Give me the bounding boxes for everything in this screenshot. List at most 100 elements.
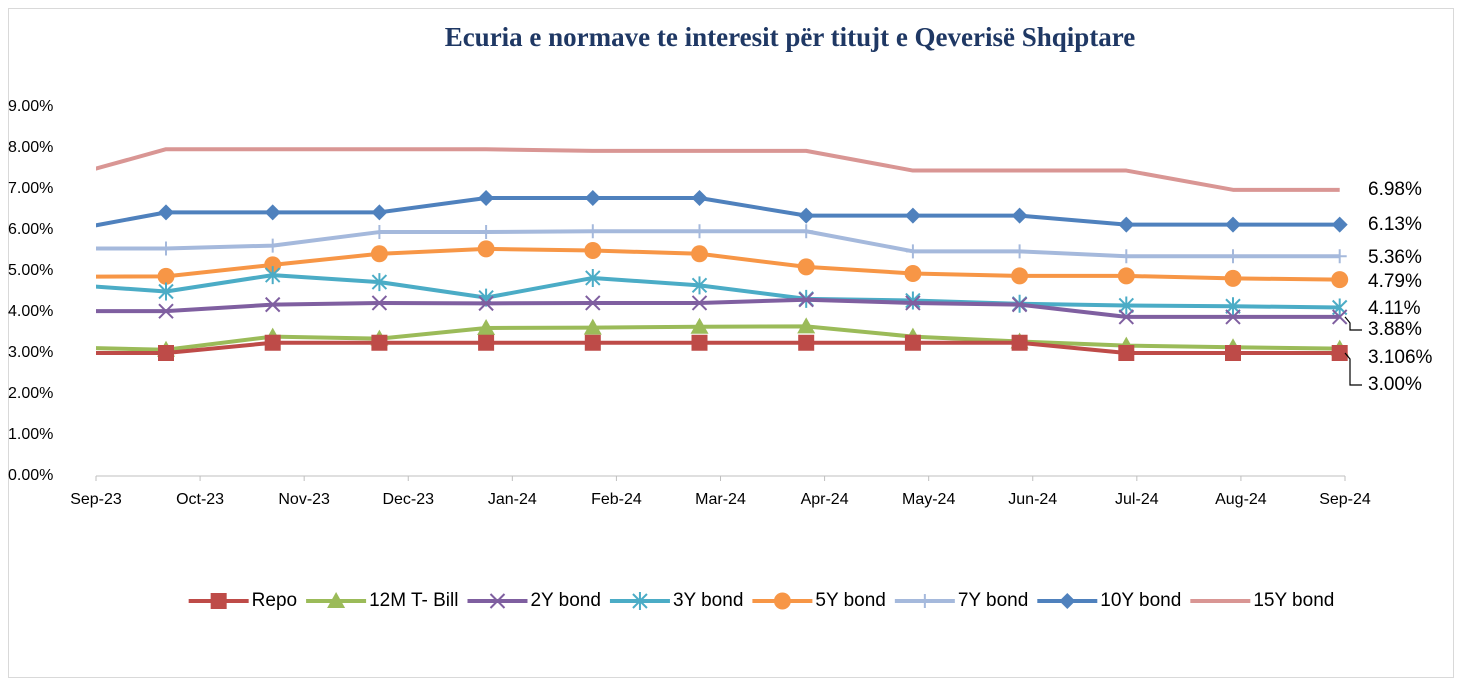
point-marker xyxy=(370,245,388,263)
x-tick-label: Feb-24 xyxy=(591,491,642,508)
point-marker xyxy=(905,291,921,310)
x-tick-label: Apr-24 xyxy=(801,491,849,508)
legend-marker xyxy=(917,594,932,608)
point-marker xyxy=(1332,249,1347,264)
point-marker xyxy=(478,190,495,207)
point-marker xyxy=(1331,271,1349,289)
point-marker xyxy=(798,334,815,351)
point-marker xyxy=(585,224,600,239)
x-tick-label: Sep-24 xyxy=(1319,491,1371,508)
x-tick-label: Dec-23 xyxy=(382,491,434,508)
legend-marker xyxy=(489,593,506,609)
data-label: 3.00% xyxy=(1368,374,1422,395)
point-marker xyxy=(1225,216,1241,233)
data-label: 4.79% xyxy=(1368,271,1422,292)
point-marker xyxy=(157,267,175,285)
point-marker xyxy=(1011,267,1029,285)
point-marker xyxy=(265,238,280,253)
point-marker xyxy=(371,334,388,351)
leader-line xyxy=(1344,352,1362,386)
y-tick-label: 8.00% xyxy=(8,139,53,156)
legend-label: 3Y bond xyxy=(673,590,743,611)
point-marker xyxy=(1331,216,1348,233)
point-marker xyxy=(1011,334,1028,351)
x-tick-label: Mar-24 xyxy=(695,491,746,508)
leader-line xyxy=(1344,316,1362,331)
point-marker xyxy=(905,295,921,311)
point-marker xyxy=(1119,249,1134,264)
point-marker xyxy=(1011,296,1028,313)
point-marker xyxy=(904,207,921,224)
point-marker xyxy=(371,204,388,221)
point-marker xyxy=(478,334,495,351)
point-marker xyxy=(691,276,708,295)
point-marker xyxy=(1225,309,1241,325)
point-marker xyxy=(585,295,601,311)
x-tick-label: Nov-23 xyxy=(278,491,330,508)
point-marker xyxy=(691,245,708,263)
point-marker xyxy=(583,318,602,335)
point-marker xyxy=(264,296,281,313)
legend-marker xyxy=(210,593,227,609)
data-label: 3.106% xyxy=(1368,347,1433,368)
legend-label: 12M T- Bill xyxy=(369,590,458,611)
y-tick-label: 1.00% xyxy=(8,426,53,443)
point-marker xyxy=(584,190,601,207)
data-label: 3.88% xyxy=(1368,319,1422,340)
point-marker xyxy=(158,345,174,361)
y-tick-label: 5.00% xyxy=(8,262,53,279)
legend-label: 5Y bond xyxy=(815,590,885,611)
point-marker xyxy=(904,264,922,282)
point-marker xyxy=(1331,309,1348,325)
point-marker xyxy=(478,295,494,312)
point-marker xyxy=(371,295,388,311)
data-label: 6.13% xyxy=(1368,214,1422,235)
y-tick-label: 3.00% xyxy=(8,344,53,361)
point-marker xyxy=(691,190,708,207)
data-label: 5.36% xyxy=(1368,247,1422,268)
legend-marker xyxy=(773,592,791,610)
point-marker xyxy=(1225,345,1241,361)
x-tick-label: Jun-24 xyxy=(1008,491,1057,508)
point-marker xyxy=(264,256,282,274)
x-tick-label: Oct-23 xyxy=(176,491,224,508)
x-tick-label: May-24 xyxy=(902,491,955,508)
point-marker xyxy=(584,242,602,259)
point-marker xyxy=(479,225,494,240)
point-marker xyxy=(264,204,281,221)
data-label: 6.98% xyxy=(1368,179,1422,200)
y-tick-label: 2.00% xyxy=(8,385,53,402)
point-marker xyxy=(797,258,815,276)
point-marker xyxy=(691,334,708,351)
point-marker xyxy=(1011,207,1028,224)
x-tick-label: Aug-24 xyxy=(1215,491,1267,508)
point-marker xyxy=(584,334,601,351)
y-tick-label: 0.00% xyxy=(8,467,53,484)
point-marker xyxy=(371,273,388,292)
point-marker xyxy=(585,268,601,287)
point-marker xyxy=(158,303,174,319)
point-marker xyxy=(798,207,815,224)
point-marker xyxy=(477,318,496,335)
legend-marker xyxy=(327,592,346,608)
point-marker xyxy=(797,317,816,334)
point-marker xyxy=(798,291,814,308)
y-tick-label: 9.00% xyxy=(8,98,53,115)
point-marker xyxy=(1331,345,1348,361)
x-tick-label: Jul-24 xyxy=(1115,491,1159,508)
point-marker xyxy=(690,317,709,334)
y-tick-label: 7.00% xyxy=(8,180,53,197)
point-marker xyxy=(477,240,495,258)
legend-label: 2Y bond xyxy=(530,590,600,611)
point-marker xyxy=(1118,309,1135,325)
point-marker xyxy=(1118,216,1135,233)
legend-marker xyxy=(632,592,648,610)
point-marker xyxy=(1012,244,1027,259)
x-tick-label: Jan-24 xyxy=(488,491,537,508)
y-tick-label: 6.00% xyxy=(8,221,53,238)
point-marker xyxy=(159,241,173,256)
legend-label: 7Y bond xyxy=(958,590,1028,611)
point-marker xyxy=(692,224,707,239)
point-marker xyxy=(1118,296,1135,315)
